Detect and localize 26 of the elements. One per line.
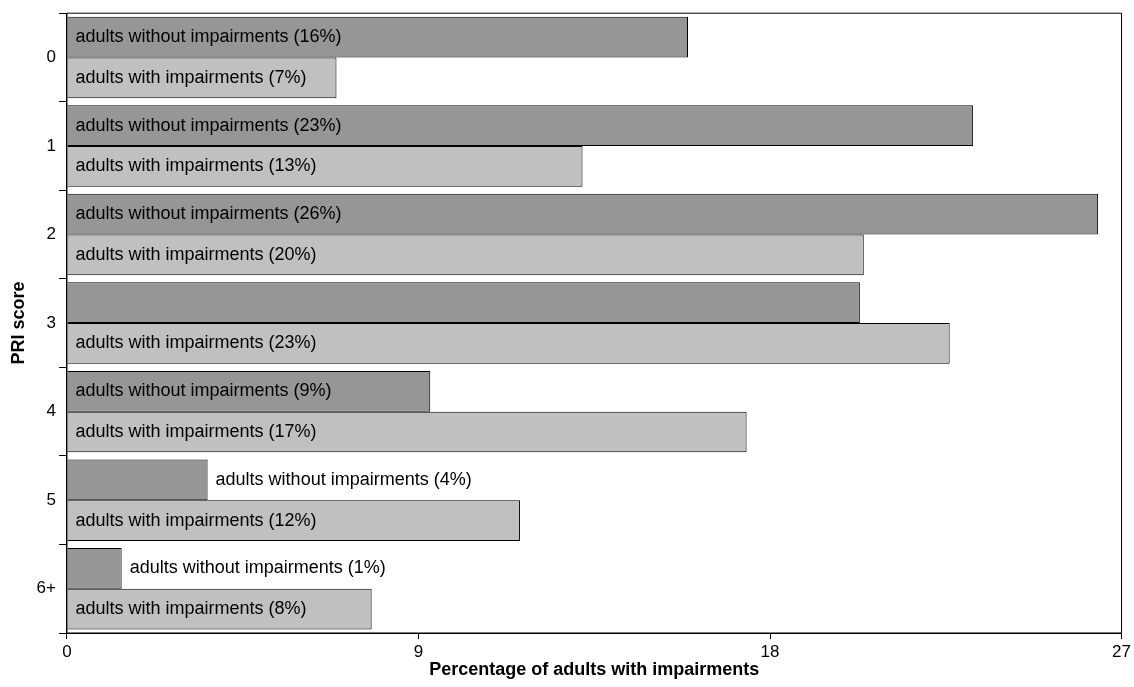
data-label: adults without impairments (9%) [75,380,332,401]
data-label: adults without impairments (1%) [129,557,386,578]
data-label: adults without impairments (16%) [75,26,342,47]
x-tick-label: 9 [413,641,424,661]
data-label: adults with impairments (17%) [75,420,317,441]
data-label: adults without impairments (4%) [215,468,472,489]
y-tick-label: 6+ [36,578,57,598]
x-tick-label: 27 [1112,641,1132,661]
y-tick-label: 1 [46,135,56,155]
data-label: adults with impairments (12%) [75,509,317,530]
x-axis-title: Percentage of adults with impairments [429,659,760,680]
data-label: adults with impairments (7%) [75,66,307,87]
y-tick-label: 4 [46,401,56,421]
x-tick-label: 18 [760,641,780,661]
data-label: adults without impairments (26%) [75,203,342,224]
data-label: adults with impairments (13%) [75,155,317,176]
y-tick-label: 0 [46,47,56,67]
data-label: adults without impairments (23%) [75,114,342,135]
y-axis-title: PRI score [7,281,28,365]
data-label: adults with impairments (20%) [75,243,317,264]
y-tick-label: 2 [46,224,56,244]
data-label: adults with impairments (23%) [75,332,317,353]
x-tick-label: 0 [62,641,72,661]
data-label: adults with impairments (8%) [75,598,307,619]
y-tick-label: 5 [46,489,56,509]
y-tick-label: 3 [46,312,56,332]
